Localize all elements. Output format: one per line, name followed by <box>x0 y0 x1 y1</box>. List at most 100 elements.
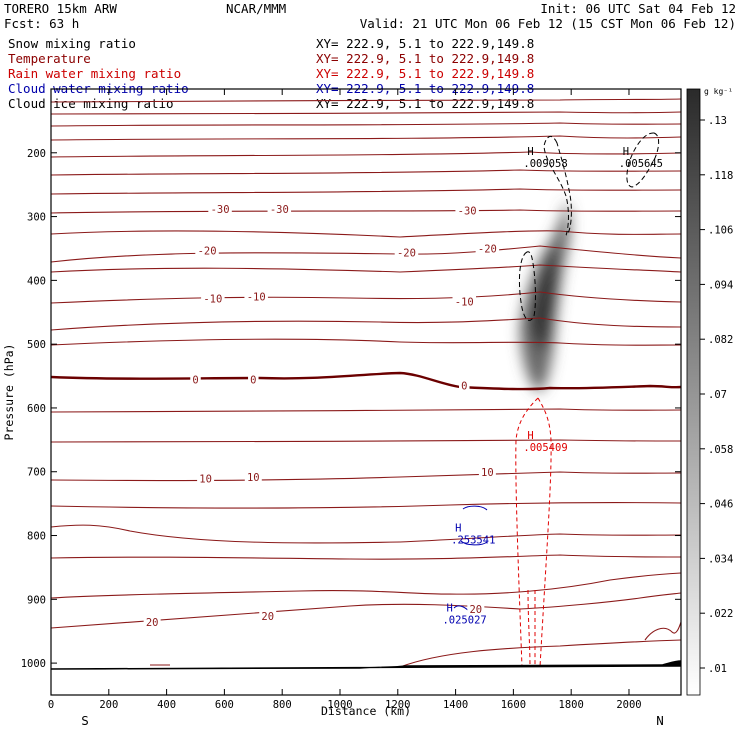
temp-label-bg <box>201 292 225 305</box>
y-tick-label: 1000 <box>21 658 46 670</box>
temp-contour-label: -30 <box>270 204 289 216</box>
init-time: Init: 06 UTC Sat 04 Feb 12 <box>540 1 736 16</box>
y-tick-label: 400 <box>27 275 46 287</box>
plot-area: -30 -30 -30 -20 -20 -20 -10 -10 -10 0 0 0 10 10 10 20 20… <box>51 98 681 670</box>
temp-label-bg <box>475 242 500 255</box>
snow-shading <box>520 200 571 392</box>
north-label: N <box>656 713 664 728</box>
temp-contour-label: 10 <box>199 473 212 485</box>
max-marker-h: H <box>446 602 452 614</box>
isotherm <box>51 230 681 238</box>
legend-label: Snow mixing ratio <box>8 36 136 51</box>
colorbar-level: .094 <box>708 279 733 291</box>
temp-contour-label: -20 <box>478 244 497 256</box>
center-label: NCAR/MMM <box>226 1 286 16</box>
colorbar-level: .01 <box>708 663 727 675</box>
temp-label-bg <box>244 471 262 484</box>
isotherm <box>51 188 681 195</box>
colorbar-level: .118 <box>708 170 733 182</box>
x-tick-label: 400 <box>157 699 176 711</box>
temp-contour-label: 0 <box>250 375 256 387</box>
isotherm-plus20 <box>51 592 681 629</box>
isotherm <box>51 338 681 346</box>
max-value-label: .009058 <box>523 158 567 170</box>
legend-label: Rain water mixing ratio <box>8 66 181 81</box>
temperature-labels: -30 -30 -30 -20 -20 -20 -10 -10 -10 0 0 0 10 10 10 20 20… <box>143 203 500 629</box>
temp-contour-label: 0 <box>192 375 198 387</box>
temp-contour-label: -10 <box>455 297 474 309</box>
temp-contour-label: 0 <box>461 380 467 392</box>
max-marker-h: H <box>623 146 629 158</box>
legend-label: Temperature <box>8 51 91 66</box>
temp-label-bg <box>248 373 259 386</box>
rain-water-contour <box>515 397 539 668</box>
y-tick-label: 500 <box>27 339 46 351</box>
isotherm <box>51 524 681 544</box>
max-marker-h: H <box>527 430 533 442</box>
colorbar-level: .022 <box>708 608 733 620</box>
temp-label-bg <box>259 610 277 623</box>
temp-label-bg <box>197 472 215 485</box>
isotherm-minus10 <box>51 291 681 304</box>
legend-xy: XY= 222.9, 5.1 to 222.9,149.8 <box>316 96 534 111</box>
isotherm-minus30 <box>51 209 681 214</box>
temp-label-bg <box>478 466 496 479</box>
temp-label-bg <box>190 373 201 386</box>
cloud-ice-contour <box>518 251 536 321</box>
x-tick-label: 600 <box>215 699 234 711</box>
cloud-water-contour <box>462 505 488 511</box>
temp-contour-label: 10 <box>247 472 260 484</box>
temp-contour-label: -10 <box>247 292 266 304</box>
cloud-water-contour <box>460 540 488 546</box>
legend-xy: XY= 222.9, 5.1 to 222.9,149.8 <box>316 51 534 66</box>
model-title: TORERO 15km ARW <box>4 1 117 16</box>
colorbar-level: .034 <box>708 553 733 565</box>
temp-label-bg <box>208 203 232 216</box>
y-tick-label: 600 <box>27 403 46 415</box>
x-tick-label: 2000 <box>616 699 641 711</box>
colorbar-level: .13 <box>708 115 727 127</box>
x-tick-label: 1800 <box>559 699 584 711</box>
isotherm <box>51 572 681 599</box>
header: TORERO 15km ARW NCAR/MMM Init: 06 UTC Sa… <box>4 1 736 31</box>
isotherm-minus20 <box>51 245 681 263</box>
temp-contour-label: 20 <box>146 617 159 629</box>
max-marker-h: H <box>527 146 533 158</box>
cloud-ice-contour <box>626 132 660 188</box>
rain-water-contour <box>527 589 531 668</box>
legend-xy: XY= 222.9, 5.1 to 222.9,149.8 <box>316 66 534 81</box>
temp-contour-label: -10 <box>203 294 222 306</box>
temp-label-bg <box>244 290 268 303</box>
isotherm <box>51 408 681 413</box>
x-tick-label: 1200 <box>385 699 410 711</box>
isotherm-plus10 <box>51 471 681 482</box>
y-tick-label: 900 <box>27 594 46 606</box>
temp-contour-label: 20 <box>469 604 482 616</box>
x-tick-label: 0 <box>48 699 54 711</box>
x-axis-title: Distance (km) <box>321 704 411 718</box>
temp-label-bg <box>452 295 477 308</box>
legend-xy: XY= 222.9, 5.1 to 222.9,149.8 <box>316 36 534 51</box>
max-value-label: .005645 <box>619 158 663 170</box>
temp-contour-label: -30 <box>211 204 230 216</box>
isotherm <box>51 122 681 127</box>
temp-label-bg <box>459 379 470 392</box>
south-label: S <box>81 713 89 728</box>
y-axis-title: Pressure (hPa) <box>2 344 16 441</box>
isotherm <box>51 317 681 331</box>
temp-contour-label: -20 <box>198 246 217 258</box>
cloud-ice-contour <box>543 135 572 236</box>
temperature-isotherms <box>51 98 681 346</box>
y-tick-label: 700 <box>27 467 46 479</box>
temp-contour-label: 20 <box>261 611 274 623</box>
isotherm <box>399 639 681 668</box>
valid-time: Valid: 21 UTC Mon 06 Feb 12 (15 CST Mon … <box>360 16 736 31</box>
colorbar-level: .058 <box>708 444 733 456</box>
temperature-isotherms-lower <box>51 408 681 668</box>
max-marker-h: H <box>455 523 461 535</box>
terrain-surface <box>51 660 681 670</box>
isotherm <box>51 111 681 115</box>
colorbar-level: .07 <box>708 389 727 401</box>
axes: 0 200 400 600 800 1000 1200 1400 1600 1800 2000200… <box>21 89 681 711</box>
